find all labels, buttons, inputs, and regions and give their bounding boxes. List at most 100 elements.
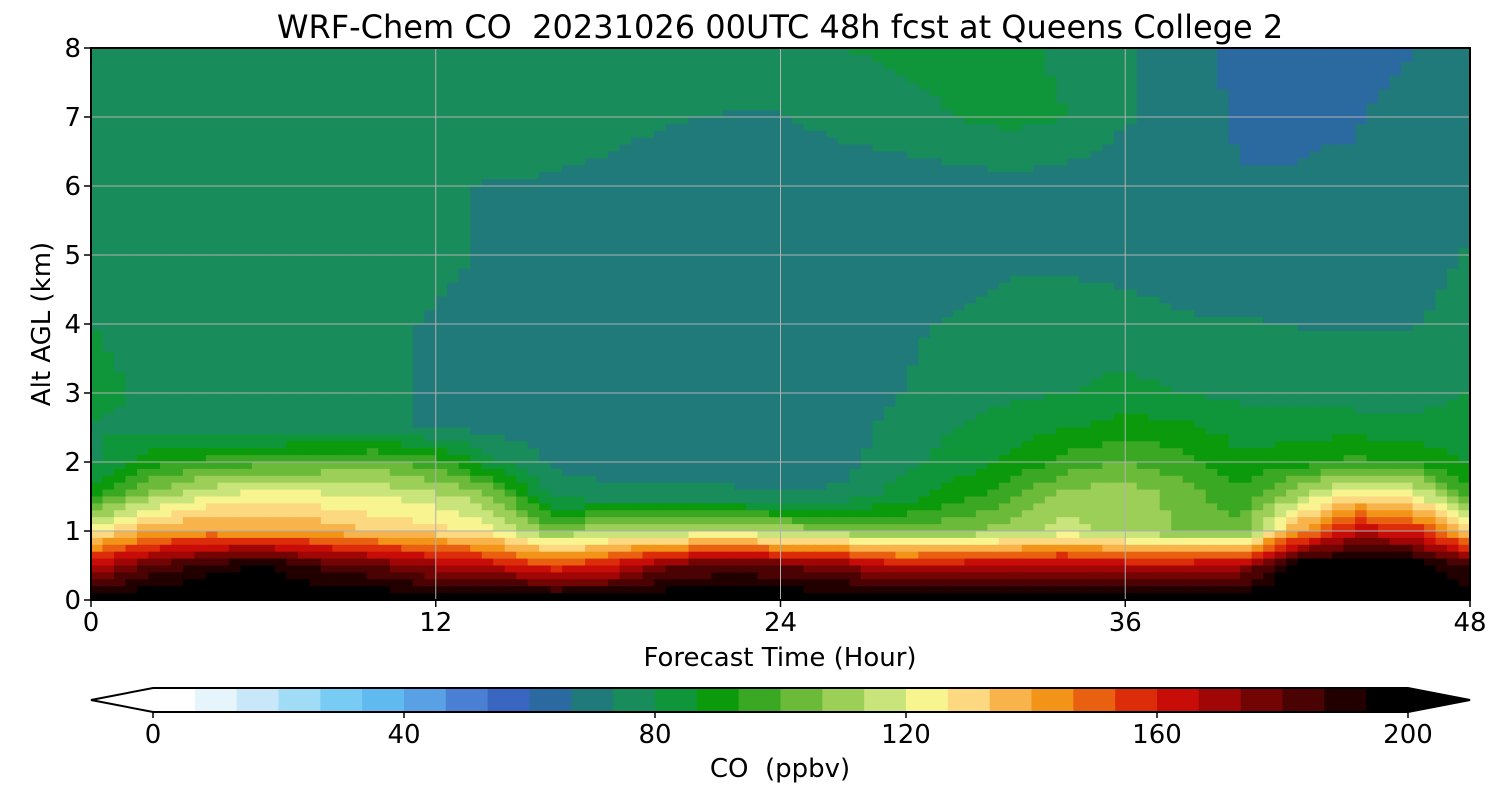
heatmap-cell	[1194, 158, 1207, 166]
heatmap-cell	[734, 89, 747, 97]
heatmap-cell	[1343, 61, 1356, 70]
heatmap-cell	[355, 61, 368, 70]
heatmap-cell	[332, 268, 345, 277]
heatmap-cell	[677, 144, 690, 153]
heatmap-cell	[1044, 158, 1057, 166]
heatmap-cell	[998, 82, 1011, 90]
heatmap-cell	[493, 213, 506, 222]
heatmap-cell	[642, 192, 655, 201]
heatmap-cell	[734, 144, 747, 153]
heatmap-cell	[182, 68, 196, 77]
heatmap-cell	[883, 123, 897, 132]
heatmap-cell	[401, 54, 414, 63]
heatmap-cell	[895, 117, 908, 125]
heatmap-cell	[642, 82, 655, 90]
heatmap-cell	[527, 61, 540, 70]
heatmap-cell	[1424, 75, 1437, 84]
heatmap-cell	[1240, 137, 1253, 146]
heatmap-cell	[366, 213, 379, 222]
heatmap-cell	[1010, 48, 1023, 56]
heatmap-cell	[952, 220, 965, 228]
heatmap-cell	[1182, 130, 1195, 139]
heatmap-cell	[1194, 227, 1207, 235]
heatmap-cell	[286, 261, 299, 270]
heatmap-cell	[619, 61, 632, 70]
heatmap-cell	[665, 123, 678, 132]
heatmap-cell	[205, 103, 219, 111]
heatmap-cell	[596, 220, 609, 228]
heatmap-cell	[205, 179, 219, 187]
heatmap-cell	[1067, 82, 1080, 90]
heatmap-cell	[1159, 186, 1172, 194]
heatmap-cell	[1355, 54, 1368, 63]
heatmap-cell	[596, 54, 609, 63]
heatmap-cell	[642, 324, 655, 332]
heatmap-cell	[723, 96, 736, 104]
heatmap-cell	[665, 192, 678, 201]
heatmap-cell	[1332, 130, 1345, 139]
heatmap-cell	[1044, 241, 1057, 249]
heatmap-cell	[1194, 192, 1207, 201]
heatmap-cell	[849, 227, 862, 235]
heatmap-cell	[1378, 103, 1391, 111]
heatmap-cell	[746, 82, 759, 90]
heatmap-cell	[332, 137, 345, 146]
heatmap-cell	[332, 48, 345, 56]
heatmap-cell	[883, 296, 897, 304]
heatmap-cell	[309, 289, 322, 297]
heatmap-cell	[849, 75, 862, 84]
heatmap-cell	[952, 61, 965, 70]
heatmap-cell	[1412, 68, 1425, 77]
heatmap-cell	[550, 130, 563, 139]
heatmap-cell	[240, 199, 253, 208]
heatmap-cell	[343, 303, 356, 311]
heatmap-cell	[401, 75, 414, 84]
heatmap-cell	[1251, 61, 1264, 70]
heatmap-cell	[1309, 75, 1322, 84]
heatmap-cell	[814, 130, 828, 139]
heatmap-cell	[1447, 317, 1460, 325]
heatmap-cell	[734, 54, 747, 63]
heatmap-cell	[941, 158, 954, 166]
heatmap-cell	[837, 186, 851, 194]
heatmap-cell	[355, 96, 368, 104]
heatmap-cell	[780, 275, 793, 284]
heatmap-cell	[1148, 255, 1161, 263]
heatmap-cell	[688, 199, 701, 208]
heatmap-cell	[355, 186, 368, 194]
heatmap-cell	[1125, 303, 1138, 311]
heatmap-cell	[1309, 296, 1322, 304]
heatmap-cell	[677, 324, 690, 332]
heatmap-cell	[998, 255, 1011, 263]
heatmap-cell	[1182, 234, 1195, 242]
heatmap-cell	[918, 282, 931, 291]
heatmap-cell	[814, 317, 828, 325]
heatmap-cell	[1021, 82, 1034, 90]
heatmap-cell	[998, 296, 1011, 304]
heatmap-cell	[964, 172, 977, 180]
heatmap-cell	[757, 296, 770, 304]
heatmap-cell	[274, 137, 287, 146]
heatmap-cell	[631, 165, 644, 173]
heatmap-cell	[562, 158, 575, 166]
heatmap-cell	[1228, 220, 1241, 228]
heatmap-cell	[401, 289, 414, 297]
heatmap-cell	[952, 144, 965, 153]
heatmap-cell	[366, 241, 379, 249]
heatmap-cell	[918, 75, 931, 84]
heatmap-cell	[1458, 96, 1470, 104]
heatmap-cell	[297, 137, 310, 146]
heatmap-cell	[286, 117, 299, 125]
heatmap-cell	[1067, 255, 1080, 263]
heatmap-cell	[1102, 220, 1115, 228]
heatmap-cell	[355, 172, 368, 180]
heatmap-cell	[125, 199, 138, 208]
heatmap-cell	[1251, 220, 1264, 228]
heatmap-cell	[343, 179, 356, 187]
heatmap-cell	[883, 165, 897, 173]
heatmap-cell	[332, 68, 345, 77]
heatmap-cell	[286, 75, 299, 84]
heatmap-cell	[1297, 75, 1310, 84]
heatmap-cell	[677, 130, 690, 139]
heatmap-cell	[424, 82, 437, 90]
